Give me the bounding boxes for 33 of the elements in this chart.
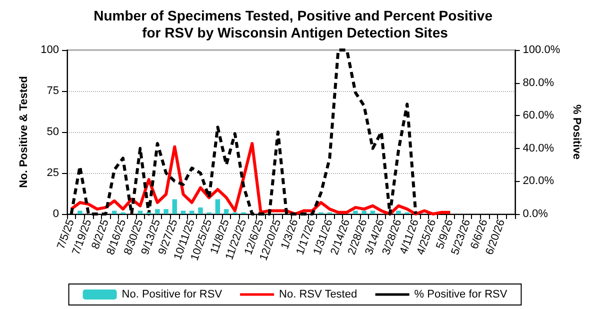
y-tick-label: 100 [40,44,59,56]
y2-tick-label: 0.0% [522,208,548,220]
bar [172,199,178,214]
bar [189,210,194,214]
legend-label: No. RSV Tested [279,288,358,300]
bar [362,210,366,214]
y2-tick-label: 100.0% [522,44,560,56]
bar [155,209,160,214]
y2-tick-label: 40.0% [522,142,554,154]
bar [112,210,117,214]
y-tick-label: 50 [46,126,59,138]
legend-label: No. Positive for RSV [122,288,223,300]
y-tick-label: 75 [46,85,59,97]
chart-title: Number of Specimens Tested, Positive and Percent Positive for RSV by Wisconsin Antigen Detection Sites [94,8,496,40]
bar [164,209,168,214]
bar [215,199,220,214]
y2-tick-label: 20.0% [522,175,554,188]
line-series [70,142,452,216]
bar [353,210,358,214]
y-axis-title: No. Positive & Tested [18,76,30,188]
bar [396,210,401,214]
bar [138,210,143,214]
bar [224,209,229,214]
bar [78,210,82,214]
bar [180,210,186,214]
bar [198,207,203,214]
y2-tick-label: 60.0% [522,110,554,122]
y2-axis-title: % Positive [570,104,582,160]
y-tick-label: 25 [46,167,59,179]
y2-tick-label: 80.0% [522,76,554,89]
legend-label: % Positive for RSV [414,288,508,300]
bar [370,210,376,214]
y-tick-label: 0 [52,208,59,220]
